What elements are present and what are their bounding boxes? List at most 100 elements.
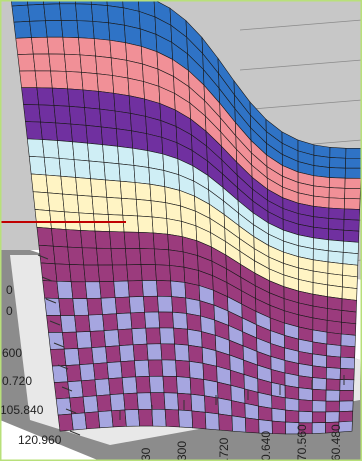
surface-cell [47, 192, 65, 213]
surface-cell [60, 20, 79, 38]
surface-cell [109, 393, 126, 412]
surface-cell [85, 125, 103, 145]
surface-cell [342, 263, 359, 278]
surface-cell [326, 367, 341, 380]
surface-cell [87, 142, 105, 163]
surface-cell [28, 156, 47, 176]
surface-cell [96, 73, 115, 94]
surface-cell [159, 327, 175, 345]
surface-cell [62, 331, 79, 350]
surface-cell [48, 332, 65, 350]
y-tick-label-0: 0 [6, 283, 13, 297]
surface-cell [27, 4, 46, 22]
surface-cell [313, 195, 330, 209]
surface-cell [62, 36, 81, 56]
surface-cell [119, 344, 135, 362]
surface-cell [146, 343, 163, 361]
surface-cell [58, 158, 77, 178]
surface-cell [245, 417, 260, 434]
surface-cell [34, 209, 52, 229]
surface-cell [128, 95, 146, 117]
surface-cell [163, 392, 179, 411]
surface-cell [75, 3, 94, 22]
surface-cell [153, 248, 170, 266]
surface-cell [112, 264, 129, 282]
surface-cell [116, 312, 133, 331]
surface-cell [120, 360, 137, 378]
surface-cell [105, 345, 122, 364]
surface-cell [121, 376, 138, 395]
surface-cell [69, 264, 86, 283]
surface-cell [312, 377, 327, 391]
surface-cell [15, 37, 34, 55]
surface-cell [298, 399, 313, 413]
surface-cell [298, 410, 313, 424]
surface-cell [326, 308, 343, 323]
surface-cell [125, 248, 142, 266]
surface-cell [13, 20, 32, 39]
surface-cell [54, 263, 72, 283]
surface-cell [97, 410, 114, 429]
surface-cell [29, 20, 48, 38]
surface-cell [60, 175, 78, 196]
surface-cell [52, 245, 70, 265]
surface-cell [65, 364, 82, 383]
surface-cell [191, 410, 207, 430]
y-axis-tick [53, 342, 65, 348]
surface-cell [327, 296, 343, 311]
surface-cell [55, 397, 72, 416]
surface-cell [94, 378, 111, 397]
surface-cell [339, 379, 355, 391]
surface-cell [127, 280, 144, 298]
surface-cell [298, 387, 313, 401]
surface-cell [88, 160, 106, 181]
surface-cell [155, 264, 171, 282]
surface-cell [113, 280, 130, 298]
surface-cell [38, 244, 56, 265]
surface-cell [342, 274, 358, 289]
surface-cell [340, 321, 357, 336]
surface-cell [343, 208, 361, 221]
y-tick-label-3: 0.720 [2, 374, 32, 388]
surface-cell [328, 207, 345, 220]
surface-cell [140, 264, 157, 281]
surface-cell [343, 229, 360, 243]
surface-cell [112, 75, 130, 97]
surface-cell [97, 264, 115, 283]
surface-cell [103, 162, 121, 182]
surface-cell [91, 346, 108, 365]
surface-cell [157, 295, 173, 313]
y-axis-tick [65, 408, 77, 414]
surface-cell [100, 126, 118, 147]
surface-cell [30, 173, 49, 194]
surface-cell [189, 377, 205, 397]
surface-cell [51, 228, 69, 248]
surface-cell [158, 311, 174, 329]
surface-cell [50, 70, 68, 90]
surface-cell [139, 248, 156, 265]
y-tick-label-2: 600 [2, 346, 22, 360]
surface-cell [38, 104, 57, 124]
surface-cell [89, 330, 106, 348]
surface-cell [135, 198, 153, 218]
surface-cell [106, 5, 125, 26]
surface-cell [64, 53, 82, 73]
surface-cell [116, 128, 134, 149]
surface-cell [177, 392, 193, 412]
surface-cell [152, 232, 170, 251]
surface-cell [50, 348, 67, 367]
surface-cell [258, 405, 273, 422]
surface-cell [92, 21, 111, 41]
surface-cell [313, 185, 330, 199]
surface-cell [285, 409, 300, 424]
y-axis-tick [49, 320, 61, 326]
surface-cell [341, 310, 357, 325]
surface-cell [138, 408, 154, 427]
surface-cell [141, 280, 158, 297]
surface-cell [43, 3, 62, 21]
surface-cell [284, 385, 300, 400]
surface-cell [77, 347, 94, 366]
surface-cell [40, 262, 58, 282]
surface-cell [46, 315, 63, 333]
